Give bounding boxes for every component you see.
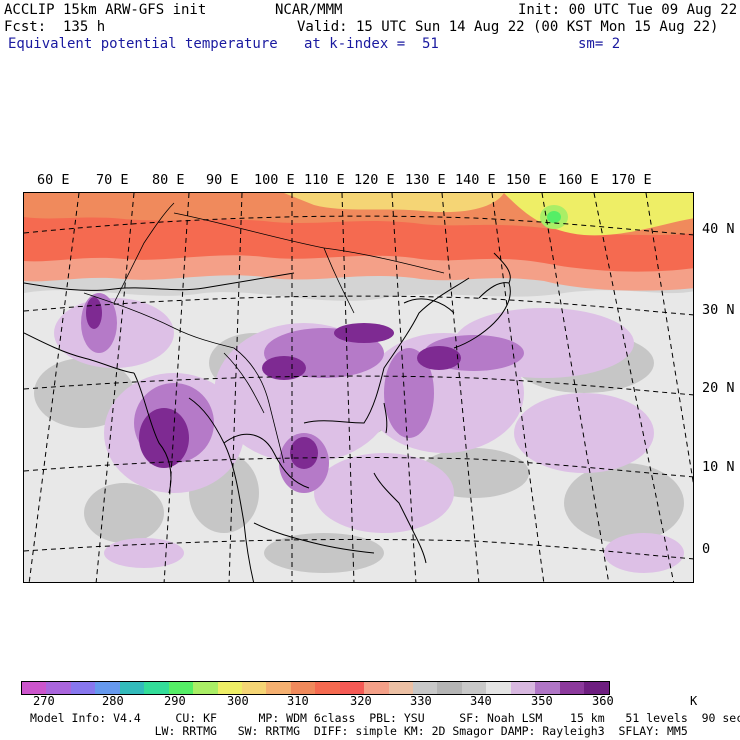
colorbar-swatch bbox=[266, 682, 291, 694]
colorbar-swatch bbox=[168, 682, 194, 694]
colorbar bbox=[21, 681, 610, 695]
borders bbox=[83, 202, 445, 464]
lon-label: 90 E bbox=[206, 172, 239, 188]
colorbar-tick-label: 360 bbox=[592, 694, 614, 708]
map-canvas bbox=[24, 193, 693, 582]
colorbar-swatch bbox=[437, 682, 462, 694]
lon-label: 130 E bbox=[405, 172, 446, 188]
colorbar-swatch bbox=[461, 682, 487, 694]
warm-band bbox=[24, 193, 693, 291]
colorbar-swatch bbox=[364, 682, 389, 694]
colorbar-swatch bbox=[217, 682, 242, 694]
colorbar-tick-label: 310 bbox=[287, 694, 309, 708]
lon-label: 80 E bbox=[152, 172, 185, 188]
lon-label: 170 E bbox=[611, 172, 652, 188]
lon-label: 120 E bbox=[354, 172, 395, 188]
colorbar-tick-label: 330 bbox=[410, 694, 432, 708]
colorbar-swatch bbox=[241, 682, 267, 694]
colorbar-swatch bbox=[46, 682, 71, 694]
colorbar-tick-label: 320 bbox=[350, 694, 372, 708]
colorbar-swatch bbox=[290, 682, 316, 694]
level-label: at k-index = 51 bbox=[304, 36, 439, 52]
model-info-line-2: LW: RRTMG SW: RRTMG DIFF: simple KM: 2D … bbox=[30, 724, 688, 738]
field-name: Equivalent potential temperature bbox=[8, 36, 278, 52]
colorbar-tick-label: 300 bbox=[227, 694, 249, 708]
colorbar-tick-label: 340 bbox=[470, 694, 492, 708]
colorbar-unit: K bbox=[690, 694, 698, 708]
lon-label: 70 E bbox=[96, 172, 129, 188]
coastlines bbox=[24, 252, 511, 582]
colorbar-tick-label: 350 bbox=[531, 694, 553, 708]
lat-label: 20 N bbox=[702, 380, 735, 396]
colorbar-swatch bbox=[70, 682, 96, 694]
colorbar-swatch bbox=[95, 682, 120, 694]
theta-e-map bbox=[23, 192, 694, 583]
colorbar-tick-label: 270 bbox=[33, 694, 55, 708]
organization-label: NCAR/MMM bbox=[275, 2, 343, 18]
lat-label: 10 N bbox=[702, 459, 735, 475]
lon-label: 100 E bbox=[254, 172, 295, 188]
model-info-line-1: Model Info: V4.4 CU: KF MP: WDM 6class P… bbox=[30, 711, 740, 725]
colorbar-swatch bbox=[535, 682, 560, 694]
model-title: ACCLIP 15km ARW-GFS init bbox=[4, 2, 207, 18]
colorbar-swatch bbox=[486, 682, 511, 694]
lon-label: 110 E bbox=[304, 172, 345, 188]
colorbar-swatch bbox=[559, 682, 585, 694]
lon-label: 150 E bbox=[506, 172, 547, 188]
colorbar-swatch bbox=[119, 682, 145, 694]
colorbar-swatch bbox=[339, 682, 365, 694]
colorbar-swatch bbox=[315, 682, 340, 694]
colorbar-tick-label: 280 bbox=[102, 694, 124, 708]
colorbar-tick-label: 290 bbox=[164, 694, 186, 708]
lat-label: 0 bbox=[702, 541, 711, 557]
forecast-hour: Fcst: 135 h bbox=[4, 19, 106, 35]
lon-label: 160 E bbox=[558, 172, 599, 188]
init-time: Init: 00 UTC Tue 09 Aug 22 bbox=[518, 2, 738, 18]
colorbar-swatch bbox=[193, 682, 218, 694]
lon-label: 60 E bbox=[37, 172, 70, 188]
lat-label: 40 N bbox=[702, 221, 735, 237]
colorbar-swatch bbox=[510, 682, 536, 694]
lat-label: 30 N bbox=[702, 302, 735, 318]
colorbar-swatch bbox=[144, 682, 169, 694]
smoothing-label: sm= 2 bbox=[578, 36, 621, 52]
colorbar-swatch bbox=[584, 682, 609, 694]
valid-time: Valid: 15 UTC Sun 14 Aug 22 (00 KST Mon … bbox=[297, 19, 719, 35]
colorbar-swatch bbox=[413, 682, 438, 694]
lon-label: 140 E bbox=[455, 172, 496, 188]
colorbar-swatch bbox=[388, 682, 413, 694]
colorbar-swatch bbox=[22, 682, 47, 694]
graticule bbox=[24, 193, 693, 582]
